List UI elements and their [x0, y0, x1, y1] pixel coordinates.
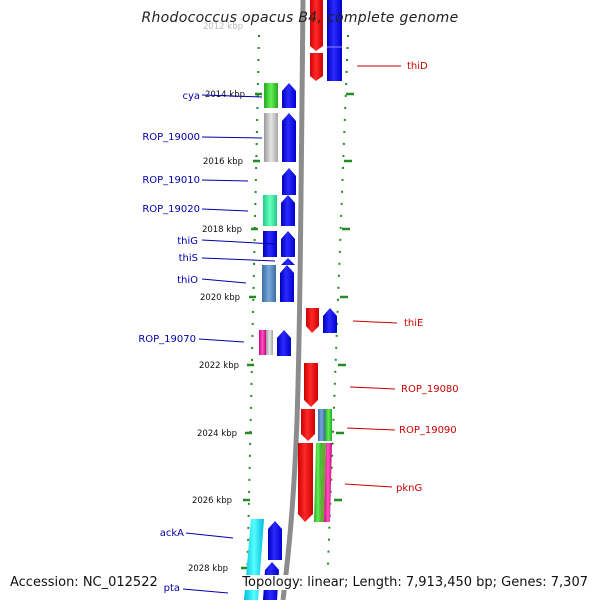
gene-ROP_19020-glyph[interactable]: [263, 195, 277, 226]
accession-label: Accession: NC_012522: [8, 575, 160, 590]
tick-label-2012: 2012 kbp: [203, 22, 243, 32]
gene-label-ROP_19000[interactable]: ROP_19000: [142, 132, 200, 143]
gene-glyph[interactable]: [281, 195, 295, 226]
tick-marks: [241, 92, 354, 570]
gene-ROP_19080-glyph[interactable]: [304, 363, 318, 407]
label-leader-lines: [182, 65, 401, 594]
gene-label-pknG[interactable]: pknG: [396, 483, 422, 494]
gene-label-thiG[interactable]: thiG: [177, 236, 198, 247]
gene-glyph[interactable]: [268, 521, 282, 560]
gene-glyph[interactable]: [282, 83, 296, 108]
gene-glyph[interactable]: [310, 53, 323, 81]
gene-glyph[interactable]: [323, 308, 337, 333]
gene-label-thiD[interactable]: thiD: [407, 61, 428, 72]
gene-glyph[interactable]: [318, 409, 325, 441]
gene-glyph[interactable]: [266, 330, 273, 355]
gene-thiS-glyph[interactable]: [281, 258, 295, 265]
gene-labels-right: thiD thiE ROP_19080 ROP_19090 pknG: [396, 61, 459, 494]
coordinate-tick-labels: 2012 kbp 2014 kbp 2016 kbp 2018 kbp 2020…: [188, 22, 245, 574]
gene-glyph[interactable]: [281, 231, 295, 257]
gene-glyph[interactable]: [282, 113, 296, 162]
tick-label-2020: 2020 kbp: [200, 293, 240, 303]
gene-label-thiS[interactable]: thiS: [179, 253, 198, 264]
gene-label-ROP_19010[interactable]: ROP_19010: [142, 175, 200, 186]
chromosome-backbone: [280, 0, 306, 600]
tick-label-2018: 2018 kbp: [202, 225, 242, 235]
tick-label-2026: 2026 kbp: [192, 496, 232, 506]
gene-ROP_19000-glyph[interactable]: [264, 113, 278, 162]
axis-dots-right: [327, 34, 349, 566]
gene-thiE-glyph[interactable]: [306, 308, 319, 333]
gene-glyph[interactable]: [324, 443, 332, 522]
gene-label-ROP_19070[interactable]: ROP_19070: [138, 334, 196, 345]
tick-label-2022: 2022 kbp: [199, 361, 239, 371]
genome-summary: Topology: linear; Length: 7,913,450 bp; …: [240, 575, 590, 590]
gene-thiO-glyph[interactable]: [262, 265, 276, 302]
gene-glyph[interactable]: [277, 330, 291, 356]
gene-cya-glyph[interactable]: [264, 83, 278, 108]
gene-label-ackA[interactable]: ackA: [160, 528, 184, 539]
gene-ROP_19090-glyph[interactable]: [301, 409, 315, 441]
gene-thiD-glyph[interactable]: [310, 0, 323, 51]
gene-label-ROP_19020[interactable]: ROP_19020: [142, 204, 200, 215]
gene-ROP_19010-glyph[interactable]: [282, 168, 296, 195]
gene-glyph[interactable]: [325, 409, 332, 441]
gene-label-thiO[interactable]: thiO: [177, 275, 198, 286]
tick-label-2024: 2024 kbp: [197, 429, 237, 439]
gene-glyph[interactable]: [314, 443, 322, 522]
gene-label-ROP_19090[interactable]: ROP_19090: [399, 425, 457, 436]
gene-label-ROP_19080[interactable]: ROP_19080: [401, 384, 459, 395]
gene-glyph[interactable]: [280, 265, 294, 302]
map-title: Rhodococcus opacus B4, complete genome: [141, 10, 459, 26]
tick-label-2014: 2014 kbp: [205, 90, 245, 100]
gene-pknG-glyph[interactable]: [298, 443, 313, 522]
gene-label-pta[interactable]: pta: [164, 583, 180, 594]
gene-label-cya[interactable]: cya: [182, 91, 200, 102]
gene-glyph[interactable]: [327, 0, 342, 81]
gene-labels-left: cya ROP_19000 ROP_19010 ROP_19020 thiG t…: [138, 91, 200, 594]
axis-dots-left: [246, 34, 260, 591]
tick-label-2016: 2016 kbp: [203, 157, 243, 167]
gene-label-thiE[interactable]: thiE: [404, 318, 423, 329]
gene-ROP_19070-glyph[interactable]: [259, 330, 266, 355]
gene-glyphs: [244, 0, 342, 600]
tick-label-2028: 2028 kbp: [188, 564, 228, 574]
